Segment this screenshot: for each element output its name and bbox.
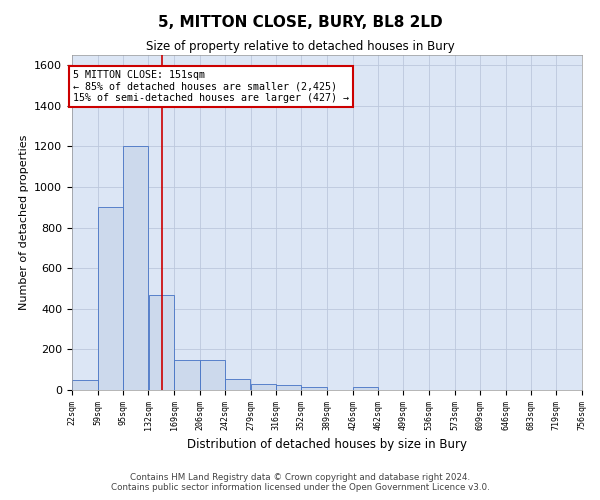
Bar <box>123 146 148 390</box>
Text: 5 MITTON CLOSE: 151sqm
← 85% of detached houses are smaller (2,425)
15% of semi-: 5 MITTON CLOSE: 151sqm ← 85% of detached… <box>73 70 349 103</box>
Bar <box>301 387 327 390</box>
Y-axis label: Number of detached properties: Number of detached properties <box>19 135 29 310</box>
Bar <box>251 384 276 390</box>
Bar <box>175 360 200 390</box>
Bar <box>353 387 377 390</box>
Bar <box>98 208 122 390</box>
Bar <box>72 380 98 390</box>
Text: Size of property relative to detached houses in Bury: Size of property relative to detached ho… <box>146 40 454 53</box>
Text: Contains HM Land Registry data © Crown copyright and database right 2024.
Contai: Contains HM Land Registry data © Crown c… <box>110 473 490 492</box>
Text: 5, MITTON CLOSE, BURY, BL8 2LD: 5, MITTON CLOSE, BURY, BL8 2LD <box>158 15 442 30</box>
Bar <box>200 360 224 390</box>
X-axis label: Distribution of detached houses by size in Bury: Distribution of detached houses by size … <box>187 438 467 451</box>
Bar <box>149 294 174 390</box>
Bar <box>277 385 301 390</box>
Bar <box>225 379 250 390</box>
